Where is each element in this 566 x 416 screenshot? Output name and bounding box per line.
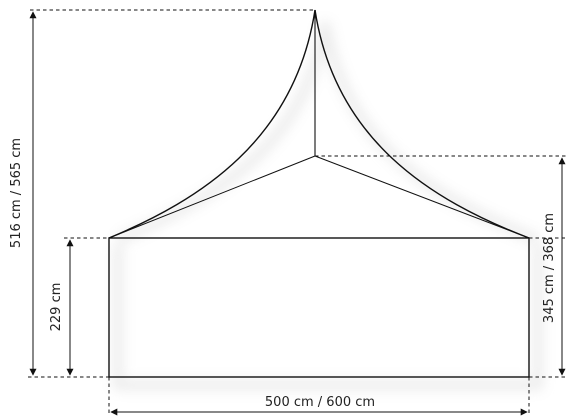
- dimension-labels: 516 cm / 565 cm 229 cm 345 cm / 368 cm 5…: [9, 138, 557, 410]
- right-ridge-line: [314, 155, 530, 239]
- drop-shadow: [113, 21, 543, 390]
- left-roof-curve: [108, 9, 316, 239]
- total-height-label: 516 cm / 565 cm: [9, 138, 24, 248]
- extension-lines: [28, 9, 566, 414]
- right-roof-curve: [314, 9, 530, 239]
- eave-height-label: 345 cm / 368 cm: [542, 213, 557, 323]
- dimension-arrows: [29, 11, 566, 416]
- wall-height-label: 229 cm: [49, 283, 64, 332]
- left-ridge-line: [108, 155, 316, 239]
- tent-outline: [108, 9, 530, 378]
- width-label: 500 cm / 600 cm: [265, 395, 375, 410]
- tent-wall: [108, 237, 530, 378]
